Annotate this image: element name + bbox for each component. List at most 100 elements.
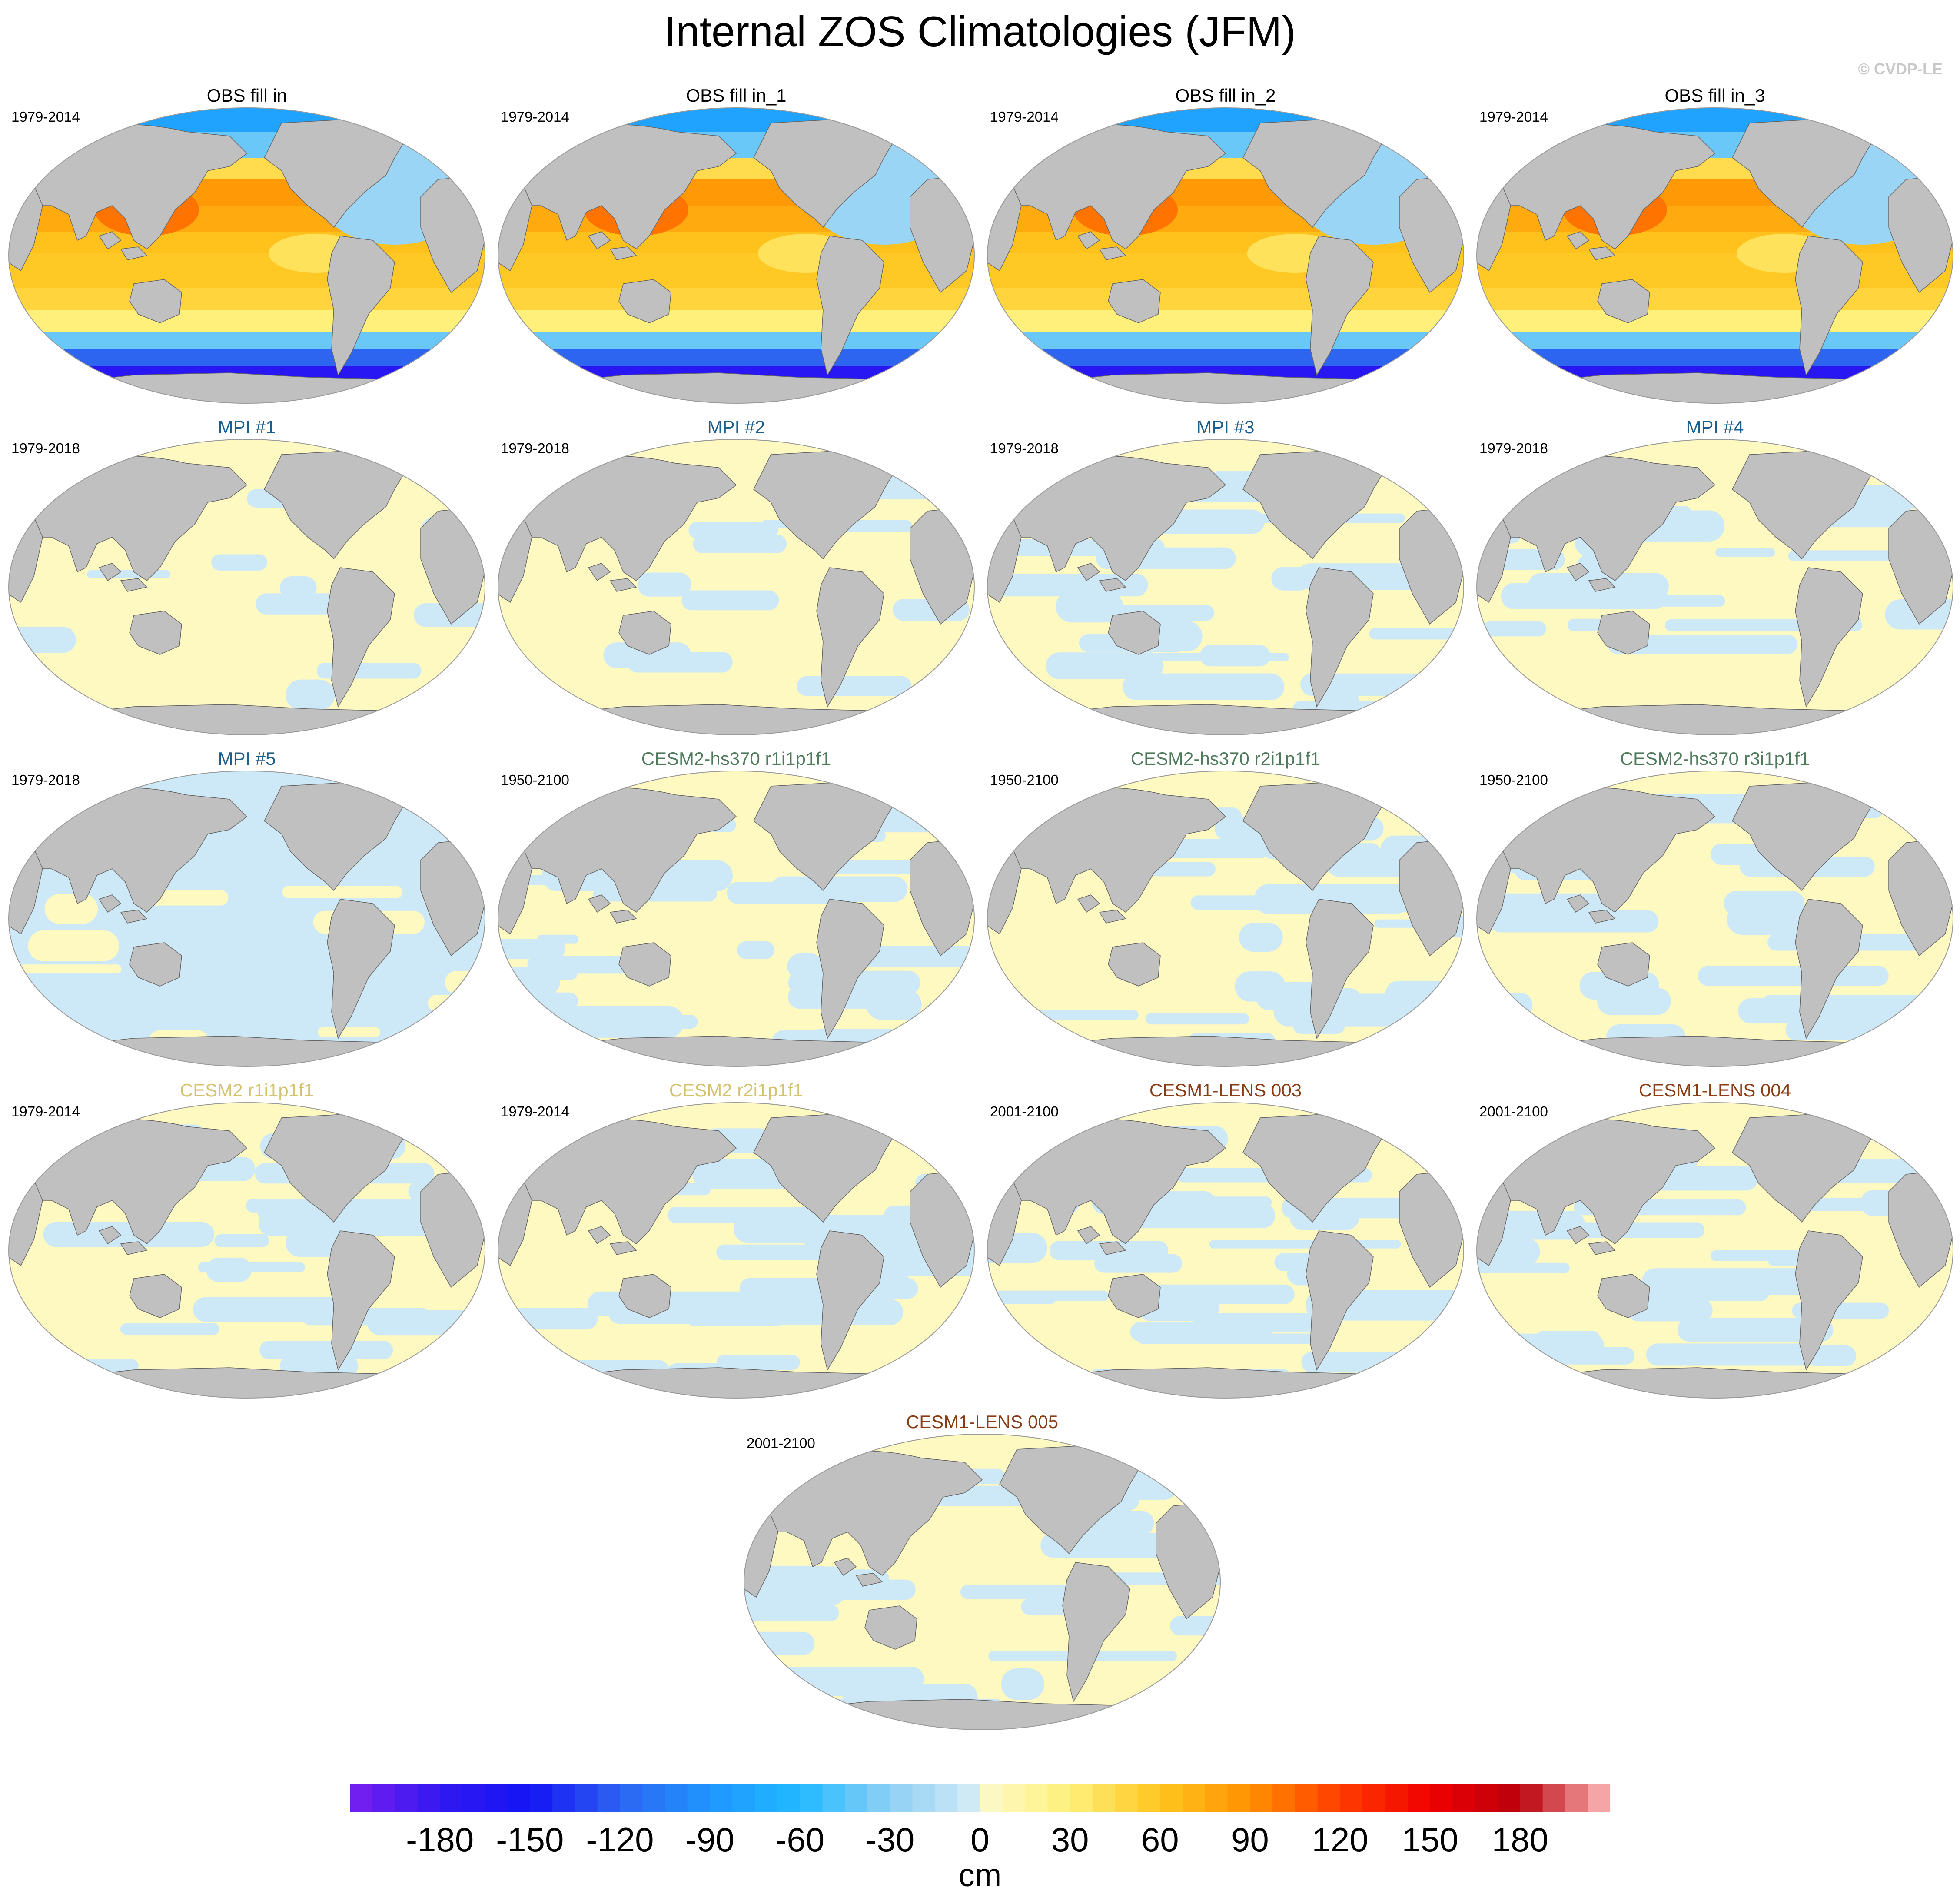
panel-title: MPI #3 bbox=[1196, 417, 1255, 437]
colorbar-bin bbox=[1565, 1784, 1588, 1812]
map-panel: OBS fill in_2 1979-2014 bbox=[982, 85, 1469, 411]
map-border bbox=[1476, 107, 1953, 404]
map-border bbox=[987, 771, 1464, 1067]
land-mass bbox=[1597, 1274, 1650, 1318]
ocean-background bbox=[9, 439, 485, 735]
ocean-band bbox=[9, 310, 485, 332]
world-map bbox=[1476, 1102, 1953, 1399]
anomaly-patch bbox=[28, 930, 119, 961]
anomaly-patch bbox=[11, 1148, 59, 1166]
map-panel: MPI #3 1979-2018 bbox=[982, 416, 1469, 742]
land-mass bbox=[1077, 1226, 1100, 1245]
colorbar-bin bbox=[1115, 1784, 1138, 1812]
anomaly-patch bbox=[424, 1351, 462, 1382]
panel-period: 1950-2100 bbox=[501, 772, 569, 788]
panel-title: OBS fill in_1 bbox=[686, 85, 787, 106]
anomaly-patch bbox=[198, 1262, 305, 1272]
land-mass bbox=[588, 563, 611, 581]
land-mass bbox=[120, 246, 148, 260]
ocean-band bbox=[987, 349, 1464, 366]
anomaly-patch bbox=[734, 1249, 812, 1257]
map-panel: OBS fill in 1979-2014 bbox=[3, 85, 490, 411]
colorbar-bin bbox=[597, 1784, 621, 1812]
land-mass bbox=[327, 1230, 395, 1371]
map-panel: MPI #4 1979-2018 bbox=[1472, 416, 1958, 742]
anomaly-patch bbox=[1193, 1313, 1341, 1333]
panel-title: OBS fill in bbox=[206, 85, 287, 106]
colorbar-bin bbox=[665, 1784, 688, 1812]
world-map bbox=[744, 1434, 1221, 1730]
colorbar-tick-label: -180 bbox=[406, 1821, 474, 1859]
anomaly-patch bbox=[1893, 460, 1953, 492]
world-map bbox=[8, 107, 485, 404]
anomaly-patch bbox=[1536, 1331, 1600, 1344]
anomaly-patch bbox=[737, 941, 774, 959]
ocean-background bbox=[498, 439, 974, 735]
anomaly-patch bbox=[1209, 1240, 1401, 1249]
panel-title: MPI #2 bbox=[707, 417, 765, 437]
colorbar-bin bbox=[957, 1784, 980, 1812]
anomaly-patch bbox=[498, 939, 565, 960]
anomaly-patch bbox=[787, 953, 824, 980]
colorbar-bin bbox=[732, 1784, 755, 1812]
anomaly-patch bbox=[1641, 1268, 1841, 1295]
panel-title: CESM1-LENS 005 bbox=[906, 1412, 1059, 1432]
colorbar-bin bbox=[1047, 1784, 1070, 1812]
colorbar-bin bbox=[1317, 1784, 1341, 1812]
map-panel: MPI #2 1979-2018 bbox=[493, 416, 980, 742]
map-panel: CESM1-LENS 003 2001-2100 bbox=[982, 1080, 1469, 1405]
map-border bbox=[8, 771, 485, 1067]
map-panel: CESM2-hs370 r3i1p1f1 1950-2100 bbox=[1472, 748, 1958, 1074]
ocean-band bbox=[9, 253, 485, 288]
colorbar-bin bbox=[1070, 1784, 1093, 1812]
colorbar-bin bbox=[687, 1784, 711, 1812]
land-mass bbox=[816, 567, 884, 708]
panel-title: CESM2-hs370 r1i1p1f1 bbox=[641, 748, 831, 769]
panel-title: OBS fill in_3 bbox=[1664, 85, 1765, 106]
land-mass bbox=[129, 279, 182, 323]
panel-period: 1950-2100 bbox=[990, 772, 1059, 788]
panel-period: 2001-2100 bbox=[990, 1103, 1059, 1120]
anomaly-patch bbox=[688, 1316, 783, 1326]
ocean-band bbox=[498, 253, 974, 288]
anomaly-patch bbox=[1482, 621, 1546, 637]
colorbar-bin bbox=[1205, 1784, 1228, 1812]
land-mass bbox=[327, 236, 395, 376]
land-mass bbox=[1566, 231, 1590, 250]
map-panel: CESM2-hs370 r2i1p1f1 1950-2100 bbox=[982, 748, 1469, 1074]
colorbar-bin bbox=[845, 1784, 868, 1812]
anomaly-patch bbox=[44, 894, 98, 924]
ocean-band bbox=[498, 108, 974, 132]
land-mass bbox=[618, 942, 671, 987]
colorbar-tick-label: -60 bbox=[775, 1821, 824, 1859]
colorbar-bin bbox=[1520, 1784, 1543, 1812]
anomaly-patch bbox=[866, 989, 922, 1020]
world-map bbox=[498, 107, 975, 404]
anomaly-patch bbox=[1477, 549, 1565, 570]
anomaly-patch bbox=[9, 1142, 32, 1169]
anomaly-patch bbox=[1535, 704, 1572, 717]
anomaly-patch bbox=[1477, 1262, 1570, 1273]
anomaly-patch bbox=[534, 1015, 698, 1029]
colorbar-bin bbox=[1137, 1784, 1160, 1812]
land-mass bbox=[816, 899, 884, 1039]
map-border bbox=[744, 1434, 1221, 1730]
land-mass bbox=[618, 279, 671, 323]
anomaly-patch bbox=[9, 626, 76, 653]
anomaly-patch bbox=[681, 590, 779, 611]
map-panel: OBS fill in_1 1979-2014 bbox=[493, 85, 980, 411]
anomaly-patch bbox=[1056, 591, 1123, 623]
colorbar-bin bbox=[485, 1784, 508, 1812]
anomaly-patch bbox=[603, 642, 691, 668]
map-panel: CESM1-LENS 005 2001-2100 bbox=[739, 1411, 1226, 1737]
world-map bbox=[8, 439, 485, 735]
map-border bbox=[8, 107, 485, 404]
colorbar-bin bbox=[777, 1784, 801, 1812]
map-panel: CESM1-LENS 004 2001-2100 bbox=[1472, 1080, 1958, 1405]
anomaly-patch bbox=[1608, 635, 1797, 654]
map-border bbox=[1476, 771, 1953, 1067]
land-mass bbox=[1108, 279, 1161, 323]
colorbar-tick-label: -90 bbox=[685, 1821, 734, 1859]
land-mass bbox=[1108, 611, 1161, 655]
colorbar-tick-label: -120 bbox=[586, 1821, 654, 1859]
